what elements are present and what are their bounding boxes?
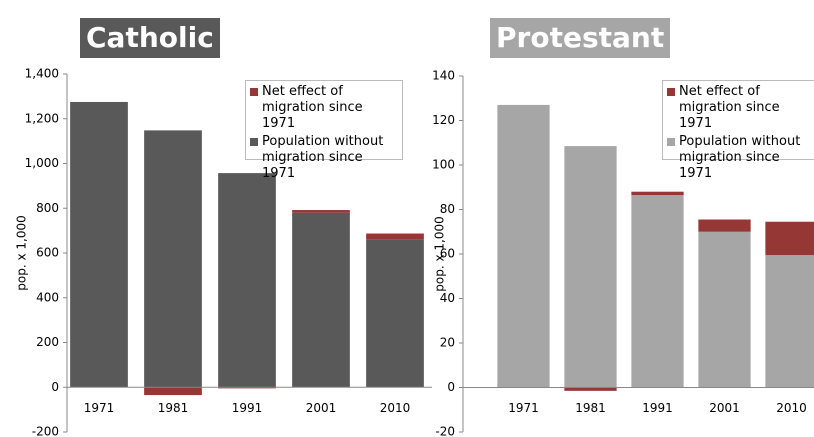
bar <box>631 195 684 388</box>
bar <box>765 255 814 388</box>
y-tick-label: 1,400 <box>25 67 59 81</box>
y-tick-label: 1,200 <box>25 111 59 125</box>
bar <box>698 231 751 388</box>
y-tick-label: 140 <box>432 69 455 83</box>
y-tick-label: 60 <box>440 247 455 261</box>
y-tick-label: 40 <box>440 291 455 305</box>
legend-label: Population without migration since 1971 <box>679 134 801 181</box>
x-tick-label: 2010 <box>380 401 411 415</box>
legend-label: Net effect of migration since 1971 <box>679 84 780 131</box>
y-tick-label: 1,000 <box>25 156 59 170</box>
x-tick-label: 1971 <box>84 401 115 415</box>
bar <box>144 130 202 388</box>
y-tick-label: 0 <box>51 380 59 394</box>
bar <box>497 104 550 388</box>
chart-title: Protestant <box>490 18 671 58</box>
x-tick-label: 1981 <box>158 401 189 415</box>
legend-label: Population without migration since 1971 <box>262 134 384 181</box>
legend-item: Population without migration since 1971 <box>250 134 398 182</box>
x-tick-label: 1991 <box>642 401 673 415</box>
bar <box>70 101 128 388</box>
legend-item: Net effect of migration since 1971 <box>667 84 814 132</box>
legend-swatch <box>250 88 258 96</box>
legend-item: Net effect of migration since 1971 <box>250 84 398 132</box>
bar <box>292 210 350 213</box>
bar <box>631 191 684 196</box>
y-tick-label: 400 <box>36 290 59 304</box>
bar <box>564 146 617 388</box>
y-axis-label: pop. x 1,000 <box>433 216 447 291</box>
bar <box>698 219 751 232</box>
legend-swatch <box>250 138 258 146</box>
legend: Net effect of migration since 1971 Popula… <box>245 80 403 181</box>
y-tick-label: -20 <box>435 425 455 437</box>
x-tick-label: 1991 <box>232 401 263 415</box>
x-tick-label: 1971 <box>508 401 539 415</box>
legend: Net effect of migration since 1971 Popula… <box>662 80 814 181</box>
y-tick-label: 80 <box>440 202 455 216</box>
legend-label: Net effect of migration since 1971 <box>262 84 363 131</box>
y-tick-label: 800 <box>36 201 59 215</box>
bar <box>366 233 424 240</box>
x-tick-label: 2001 <box>709 401 740 415</box>
y-tick-label: 200 <box>36 335 59 349</box>
x-tick-label: 2001 <box>306 401 337 415</box>
x-tick-label: 2010 <box>776 401 807 415</box>
y-tick-label: 0 <box>447 380 455 394</box>
x-tick-label: 1981 <box>575 401 606 415</box>
y-tick-label: 120 <box>432 113 455 127</box>
chart-title: Catholic <box>80 18 220 58</box>
bar <box>292 212 350 388</box>
legend-item: Population without migration since 1971 <box>667 134 814 182</box>
legend-swatch <box>667 88 675 96</box>
y-axis-label: pop. x 1,000 <box>15 215 29 290</box>
y-tick-label: 100 <box>432 158 455 172</box>
y-tick-label: 20 <box>440 336 455 350</box>
bar <box>366 239 424 388</box>
bar <box>765 221 814 256</box>
bar <box>218 387 276 389</box>
bar <box>564 387 617 391</box>
bar <box>144 387 202 396</box>
legend-swatch <box>667 138 675 146</box>
y-tick-label: -200 <box>32 425 59 437</box>
bar <box>218 173 276 388</box>
y-tick-label: 600 <box>36 246 59 260</box>
